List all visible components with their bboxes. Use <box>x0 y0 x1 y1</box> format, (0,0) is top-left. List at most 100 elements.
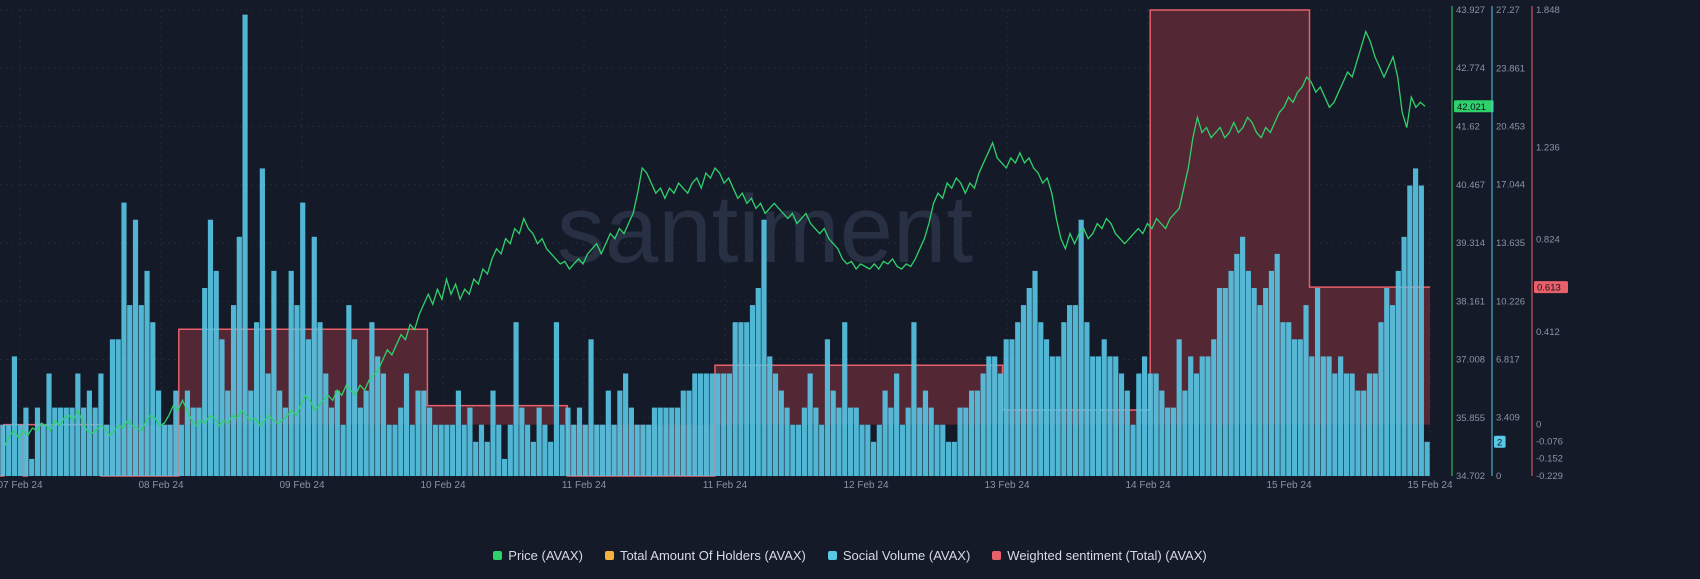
social-volume-bar <box>398 407 404 476</box>
social-volume-bar <box>934 424 940 476</box>
social-volume-bar <box>1413 168 1419 476</box>
legend-item[interactable]: Total Amount Of Holders (AVAX) <box>604 548 806 563</box>
social-volume-bar <box>63 407 69 476</box>
social-volume-bar <box>467 407 473 476</box>
x-axis-tick: 12 Feb 24 <box>843 480 888 491</box>
social-volume-bar <box>496 424 502 476</box>
legend-item[interactable]: Social Volume (AVAX) <box>827 548 970 563</box>
social-volume-bar <box>81 407 87 476</box>
social-volume-bar <box>490 390 496 476</box>
social-volume-bar <box>386 424 392 476</box>
social-volume-bar <box>997 373 1004 476</box>
social-volume-bar <box>1182 390 1188 476</box>
social-axis-tick: 27.27 <box>1496 5 1520 16</box>
social-volume-bar <box>138 305 144 476</box>
social-volume-bar <box>179 424 185 476</box>
sentiment-axis-tick: 0.824 <box>1536 235 1560 246</box>
legend-item[interactable]: Price (AVAX) <box>493 548 583 563</box>
price-axis-tick: 42.774 <box>1456 63 1485 74</box>
social-volume-bar <box>282 407 289 476</box>
social-volume-bar <box>1274 253 1280 476</box>
social-volume-bar <box>46 373 52 476</box>
legend-label: Total Amount Of Holders (AVAX) <box>619 548 806 563</box>
social-volume-bar <box>657 407 663 476</box>
social-volume-bar <box>928 407 934 476</box>
social-volume-bar <box>646 424 652 476</box>
social-volume-bar <box>819 424 825 476</box>
legend-item[interactable]: Weighted sentiment (Total) (AVAX) <box>992 548 1207 563</box>
social-volume-bar <box>340 424 346 476</box>
social-volume-bar <box>1332 373 1338 476</box>
social-volume-bar <box>1222 288 1228 476</box>
price-axis-tick: 39.314 <box>1456 238 1485 249</box>
social-volume-bar <box>1291 339 1298 476</box>
social-volume-bar <box>945 441 952 476</box>
social-volume-bar <box>248 390 254 476</box>
x-axis-tick: 08 Feb 24 <box>138 480 183 491</box>
social-volume-bar <box>1188 356 1194 476</box>
social-volume-bar <box>1205 356 1211 476</box>
social-volume-bar <box>242 14 248 476</box>
social-volume-bar <box>1170 407 1176 476</box>
social-volume-bar <box>565 407 571 476</box>
social-volume-bar <box>1067 305 1073 476</box>
social-volume-bar <box>536 407 542 476</box>
social-volume-bar <box>144 270 150 476</box>
social-volume-bar <box>75 373 81 476</box>
social-volume-bar <box>1165 407 1171 476</box>
social-volume-bar <box>369 322 375 476</box>
social-volume-bar <box>300 202 306 476</box>
social-volume-bar <box>288 270 294 476</box>
social-volume-bar <box>1009 339 1015 476</box>
social-volume-bar <box>669 407 675 476</box>
social-volume-bar <box>876 424 882 476</box>
social-volume-bar <box>732 322 738 476</box>
social-volume-bar <box>1361 390 1367 476</box>
social-volume-bar <box>352 339 358 476</box>
social-volume-bar <box>888 407 894 476</box>
sentiment-line <box>0 9 1430 477</box>
social-volume-bar <box>980 373 986 476</box>
x-axis: 07 Feb 24 08 Feb 24 09 Feb 24 10 Feb 24 11 F… <box>0 480 1453 491</box>
social-volume-bar <box>594 424 600 476</box>
sentiment-axis-tick: -0.076 <box>1536 437 1563 448</box>
social-volume-bar <box>1251 288 1257 476</box>
social-volume-bar <box>1245 270 1251 476</box>
social-volume-bar <box>1366 373 1373 476</box>
social-volume-bar <box>709 373 715 476</box>
social-volume-bar <box>703 373 709 476</box>
social-volume-bar <box>1049 356 1055 476</box>
social-volume-bar <box>530 441 536 476</box>
social-volume-bar <box>778 390 784 476</box>
sentiment-axis-tick: 1.236 <box>1536 142 1560 153</box>
social-volume-bar <box>1326 356 1332 476</box>
social-volume-bar <box>1147 373 1153 476</box>
sentiment-area <box>0 10 1430 476</box>
x-axis-tick: 10 Feb 24 <box>420 480 465 491</box>
social-volume-bar <box>161 424 167 476</box>
social-volume-bar <box>438 424 444 476</box>
social-volume-bar <box>230 305 237 476</box>
social-volume-bar <box>1159 390 1165 476</box>
social-volume-bar <box>859 424 865 476</box>
social-volume-bar <box>323 373 329 476</box>
social-volume-bar <box>1043 339 1050 476</box>
social-volume-bar <box>749 305 756 476</box>
social-volume-bar <box>686 390 692 476</box>
price-series <box>4 29 1426 447</box>
sentiment-axis-tick: -0.152 <box>1536 454 1563 465</box>
social-volume-bar <box>1101 339 1107 476</box>
social-volume-bar <box>1234 253 1240 476</box>
social-volume-bar <box>1228 270 1234 476</box>
price-axis-tick: 35.855 <box>1456 413 1485 424</box>
social-volume-bar <box>1026 288 1032 476</box>
social-volume-bar <box>698 373 704 476</box>
social-volume-bar <box>1211 339 1217 476</box>
social-volume-bar <box>894 373 900 476</box>
social-volume-bar <box>553 322 560 476</box>
social-volume-bar <box>571 424 577 476</box>
social-volume-bar <box>432 424 438 476</box>
social-volume-bar <box>784 407 790 476</box>
